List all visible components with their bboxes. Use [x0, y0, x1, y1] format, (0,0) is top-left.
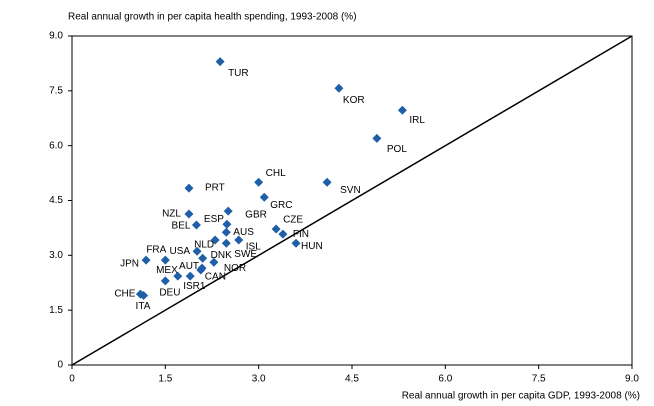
- point: [184, 183, 194, 193]
- point: [215, 57, 225, 67]
- point: [173, 271, 183, 281]
- diagonal-line: [71, 35, 633, 366]
- point: [221, 227, 231, 237]
- point: [222, 219, 232, 229]
- point-label: GRC: [270, 200, 292, 211]
- x-tick-label: 1.5: [158, 374, 172, 385]
- point-label: TUR: [228, 68, 249, 79]
- point-label: ISR1: [183, 281, 206, 292]
- point-label: JPN: [120, 259, 139, 270]
- point: [209, 257, 219, 267]
- point-label: NOR: [224, 263, 246, 274]
- point-label: FRA: [146, 245, 166, 256]
- x-tick-label: 0: [69, 374, 75, 385]
- x-tick-label: 4.5: [345, 374, 359, 385]
- point-label: KOR: [343, 95, 365, 106]
- point: [139, 291, 149, 301]
- point: [184, 209, 194, 219]
- point: [198, 253, 208, 263]
- point-label: AUS: [233, 227, 254, 238]
- point: [221, 238, 231, 248]
- point-label: FIN: [293, 229, 309, 240]
- y-tick-label: 9.0: [49, 31, 63, 42]
- point-label: CAN: [205, 272, 226, 283]
- y-tick-label: 1.5: [49, 305, 63, 316]
- point-label: ISL: [246, 242, 261, 253]
- point: [196, 265, 206, 275]
- point-label: PRT: [205, 183, 225, 194]
- point-label: HUN: [301, 241, 323, 252]
- point-label: SVN: [340, 185, 361, 196]
- point-label: DNK: [211, 250, 232, 261]
- y-tick-label: 0: [57, 360, 63, 371]
- point-label: SWE: [234, 249, 257, 260]
- point: [234, 235, 244, 245]
- y-tick-label: 6.0: [49, 140, 63, 151]
- point-label: ITA: [136, 301, 151, 312]
- point-label: BEL: [172, 221, 191, 232]
- point: [372, 133, 382, 143]
- point-label: CZE: [283, 215, 303, 226]
- x-tick-label: 3.0: [252, 374, 266, 385]
- point-label: MEX: [156, 265, 178, 276]
- point-label: IRL: [409, 115, 425, 126]
- point: [259, 192, 269, 202]
- point-label: DEU: [159, 288, 180, 299]
- point: [271, 224, 281, 234]
- y-axis-label: Real annual growth in per capita health …: [68, 12, 357, 23]
- x-axis-label: Real annual growth in per capita GDP, 19…: [402, 391, 640, 402]
- point: [223, 206, 233, 216]
- point: [397, 105, 407, 115]
- point: [185, 271, 195, 281]
- point: [322, 177, 332, 187]
- point: [334, 83, 344, 93]
- y-tick-label: 4.5: [49, 195, 63, 206]
- point-label: USA: [170, 246, 191, 257]
- point-label: CHL: [266, 168, 286, 179]
- point-label: NLD: [194, 240, 214, 251]
- x-tick-label: 7.5: [532, 374, 546, 385]
- point: [278, 229, 288, 239]
- point: [160, 255, 170, 265]
- point-label: CHE: [114, 289, 135, 300]
- x-tick-label: 6.0: [438, 374, 452, 385]
- x-tick-label: 9.0: [625, 374, 639, 385]
- point-label: ESP: [204, 214, 224, 225]
- point: [210, 235, 220, 245]
- point-label: POL: [387, 144, 407, 155]
- point: [254, 177, 264, 187]
- point-label: NZL: [162, 209, 181, 220]
- point-label: GBR: [245, 210, 267, 221]
- point: [191, 220, 201, 230]
- point: [192, 246, 202, 256]
- point: [160, 276, 170, 286]
- point: [141, 255, 151, 265]
- y-tick-label: 3.0: [49, 250, 63, 261]
- point-label: AUT: [179, 261, 199, 272]
- point: [291, 238, 301, 248]
- y-tick-label: 7.5: [49, 85, 63, 96]
